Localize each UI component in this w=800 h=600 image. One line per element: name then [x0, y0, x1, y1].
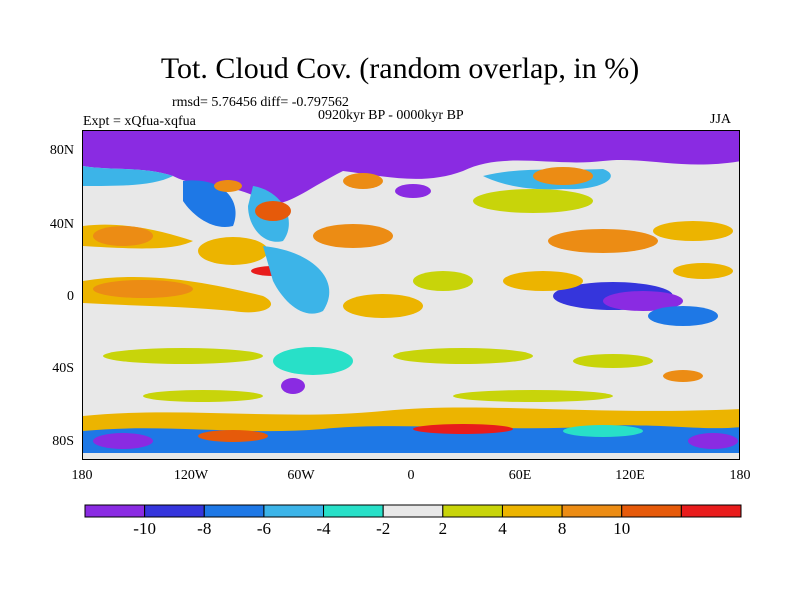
- colorbar-label: -6: [256, 519, 271, 538]
- colorbar-label: -10: [133, 519, 156, 538]
- colorbar-swatch: [263, 504, 325, 518]
- colorbar-swatch: [680, 504, 742, 518]
- colorbar-swatch: [144, 504, 205, 518]
- colorbar-swatch: [203, 504, 265, 518]
- lon-label-180w: 180: [71, 468, 93, 483]
- map-plot: [83, 131, 739, 459]
- map-panel: [82, 130, 740, 460]
- colorbar-label: -2: [376, 519, 391, 538]
- experiment-label: Expt = xQfua-xqfua: [83, 114, 196, 129]
- lon-label-180e: 180: [729, 468, 751, 483]
- stats-text: rmsd= 5.76456 diff= -0.797562: [172, 95, 349, 110]
- colorbar-label: 4: [498, 519, 507, 538]
- lon-label-60e: 60E: [508, 468, 532, 483]
- lat-label-40n: 40N: [49, 217, 74, 232]
- lat-label-40s: 40S: [52, 361, 74, 376]
- lon-label-60w: 60W: [287, 468, 315, 483]
- colorbar-swatch: [501, 504, 563, 518]
- lat-label-80s: 80S: [52, 434, 74, 449]
- chart-title: Tot. Cloud Cov. (random overlap, in %): [160, 52, 640, 85]
- colorbar-swatch: [84, 504, 146, 518]
- colorbar-swatch: [561, 504, 623, 518]
- colorbar: [84, 504, 742, 518]
- colorbar-swatch: [621, 504, 682, 518]
- colorbar-label: 2: [438, 519, 448, 538]
- colorbar-label: 8: [557, 519, 567, 538]
- colorbar-swatch: [382, 504, 444, 518]
- lat-label-0: 0: [67, 289, 74, 304]
- lon-label-120w: 120W: [173, 468, 209, 483]
- colorbar-label: -4: [316, 519, 331, 538]
- colorbar-swatch: [323, 504, 384, 518]
- period-text: 0920kyr BP - 0000kyr BP: [318, 108, 464, 123]
- lon-label-0: 0: [407, 468, 415, 483]
- colorbar-label: 10: [613, 519, 631, 538]
- colorbar-label: -8: [197, 519, 212, 538]
- season-label: JJA: [710, 112, 732, 127]
- colorbar-swatch: [442, 504, 503, 518]
- lon-label-120e: 120E: [615, 468, 645, 483]
- lat-label-80n: 80N: [49, 143, 74, 158]
